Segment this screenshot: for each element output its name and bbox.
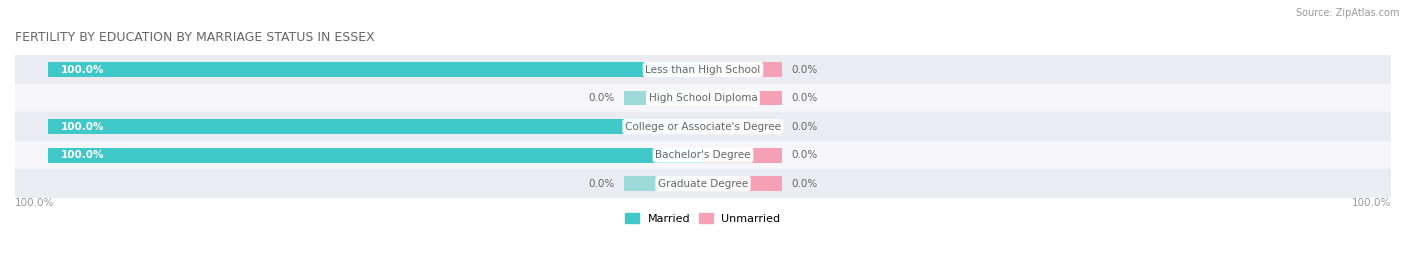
Text: 0.0%: 0.0% bbox=[792, 122, 818, 132]
Text: 100.0%: 100.0% bbox=[60, 122, 104, 132]
Bar bbox=[703, 148, 782, 162]
Text: 0.0%: 0.0% bbox=[792, 150, 818, 160]
Text: 0.0%: 0.0% bbox=[792, 179, 818, 189]
Text: 100.0%: 100.0% bbox=[1351, 199, 1391, 208]
Text: Source: ZipAtlas.com: Source: ZipAtlas.com bbox=[1295, 8, 1399, 18]
Bar bbox=[703, 176, 782, 191]
Bar bbox=[703, 91, 782, 105]
Bar bbox=[624, 91, 703, 105]
Bar bbox=[48, 119, 703, 134]
Text: High School Diploma: High School Diploma bbox=[648, 93, 758, 103]
Bar bbox=[15, 84, 1391, 112]
Bar bbox=[15, 112, 1391, 141]
Bar bbox=[15, 141, 1391, 169]
Bar bbox=[48, 62, 703, 77]
Bar bbox=[703, 62, 782, 77]
Bar bbox=[15, 169, 1391, 198]
Text: Bachelor's Degree: Bachelor's Degree bbox=[655, 150, 751, 160]
Text: 100.0%: 100.0% bbox=[60, 150, 104, 160]
Text: Less than High School: Less than High School bbox=[645, 65, 761, 75]
Text: 0.0%: 0.0% bbox=[792, 65, 818, 75]
Text: 0.0%: 0.0% bbox=[588, 93, 614, 103]
Text: 0.0%: 0.0% bbox=[588, 179, 614, 189]
Text: FERTILITY BY EDUCATION BY MARRIAGE STATUS IN ESSEX: FERTILITY BY EDUCATION BY MARRIAGE STATU… bbox=[15, 31, 375, 44]
Legend: Married, Unmarried: Married, Unmarried bbox=[626, 213, 780, 224]
Text: Graduate Degree: Graduate Degree bbox=[658, 179, 748, 189]
Bar bbox=[624, 176, 703, 191]
Text: 0.0%: 0.0% bbox=[792, 93, 818, 103]
Bar bbox=[48, 148, 703, 162]
Text: 100.0%: 100.0% bbox=[15, 199, 55, 208]
Bar bbox=[15, 55, 1391, 84]
Text: College or Associate's Degree: College or Associate's Degree bbox=[626, 122, 780, 132]
Bar bbox=[703, 119, 782, 134]
Text: 100.0%: 100.0% bbox=[60, 65, 104, 75]
